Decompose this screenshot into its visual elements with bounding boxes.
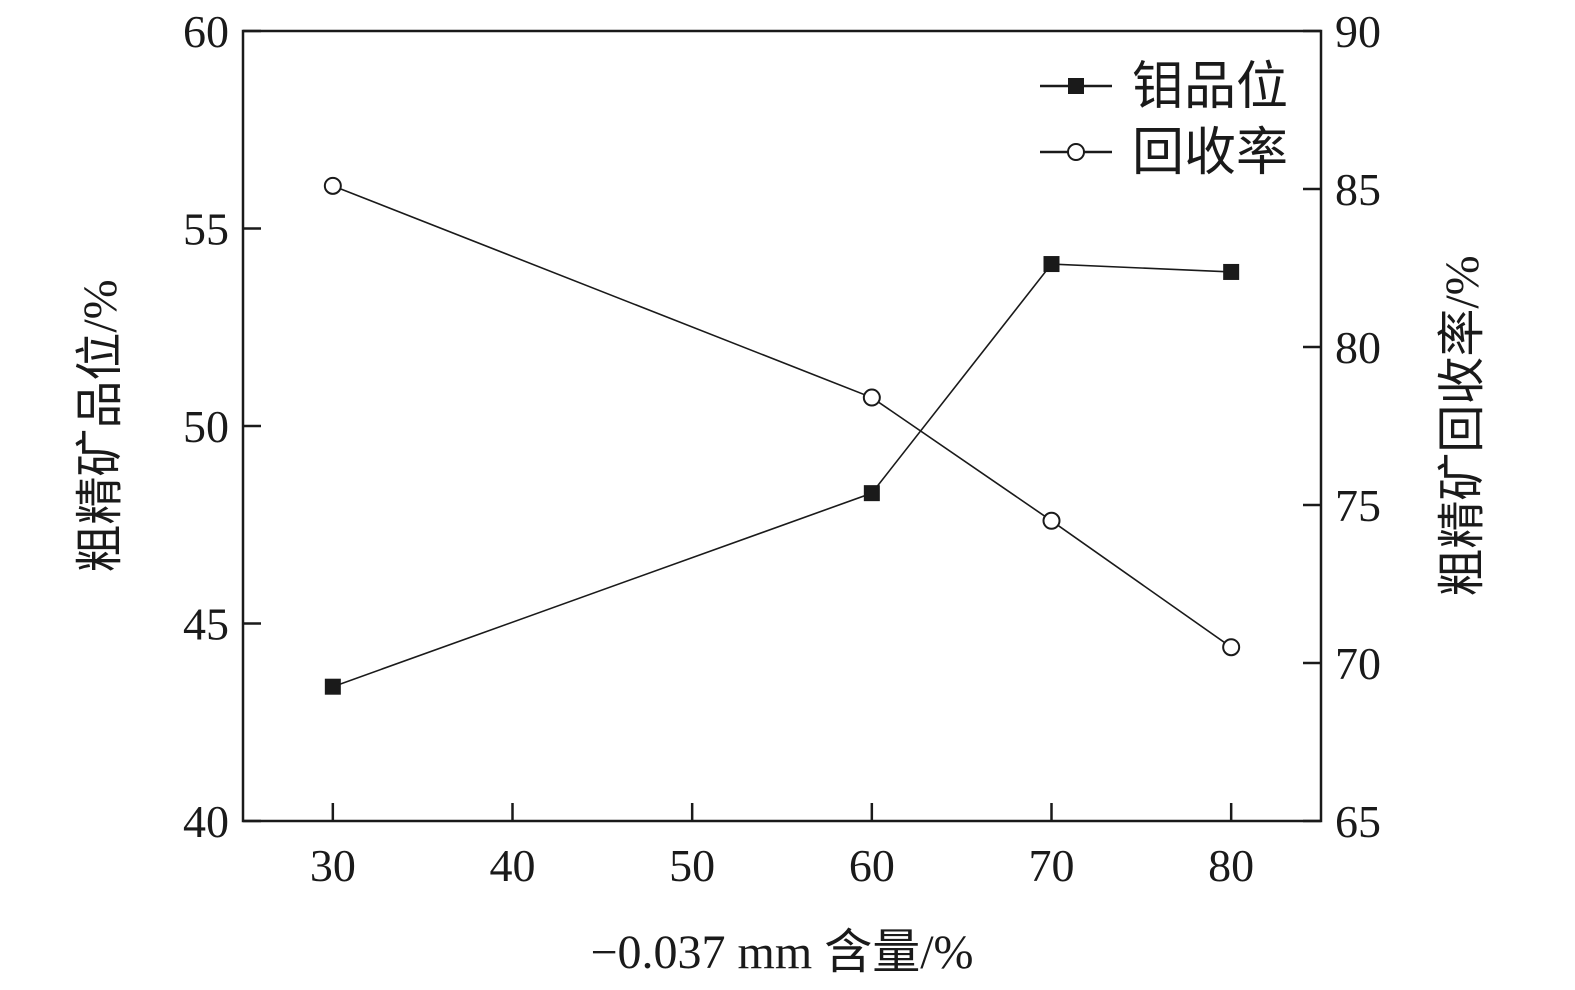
series-line-1	[332, 185, 1232, 648]
x-tick-label: 80	[1208, 840, 1254, 891]
grade-data-point	[1223, 263, 1240, 280]
y-left-tick-label: 40	[183, 796, 229, 847]
series-layer	[323, 176, 1241, 695]
legend-marker-recovery	[1067, 143, 1085, 161]
legend: 钼品位 回收率	[1040, 59, 1288, 182]
y-right-tick-label: 80	[1335, 322, 1381, 373]
legend-marker-grade	[1068, 78, 1084, 94]
y-left-tick-label: 50	[183, 401, 229, 452]
y-right-tick-label: 75	[1335, 480, 1381, 531]
x-tick-label: 50	[669, 840, 715, 891]
y-right-tick-label: 85	[1335, 164, 1381, 215]
x-tick-label: 40	[490, 840, 536, 891]
x-tick-label: 70	[1029, 840, 1075, 891]
axis-ticks: 30 40 50 60 70 80 40 45 50 55 60 65 70 75 80 85 90	[183, 6, 1381, 891]
grade-data-point	[863, 485, 880, 502]
x-tick-label: 30	[310, 840, 356, 891]
y-left-tick-label: 55	[183, 204, 229, 255]
recovery-data-point	[1222, 638, 1241, 657]
y-left-tick-label: 45	[183, 599, 229, 650]
series-line-0	[332, 263, 1232, 688]
y-axis-title-right: 粗精矿回收率/%	[1436, 255, 1489, 596]
legend-label-recovery: 回收率	[1132, 125, 1288, 182]
y-right-tick-label: 90	[1335, 6, 1381, 57]
x-tick-label: 60	[849, 840, 895, 891]
recovery-data-point	[862, 388, 881, 407]
y-left-tick-label: 60	[183, 6, 229, 57]
y-axis-title-left: 粗精矿品位/%	[74, 279, 127, 572]
recovery-data-point	[323, 176, 342, 195]
grade-data-point	[324, 678, 341, 695]
recovery-data-point	[1042, 511, 1061, 530]
legend-label-grade: 钼品位	[1132, 59, 1288, 116]
x-axis-title: −0.037 mm 含量/%	[590, 926, 973, 979]
grade-data-point	[1043, 256, 1060, 273]
y-right-tick-label: 65	[1335, 796, 1381, 847]
y-right-tick-label: 70	[1335, 638, 1381, 689]
